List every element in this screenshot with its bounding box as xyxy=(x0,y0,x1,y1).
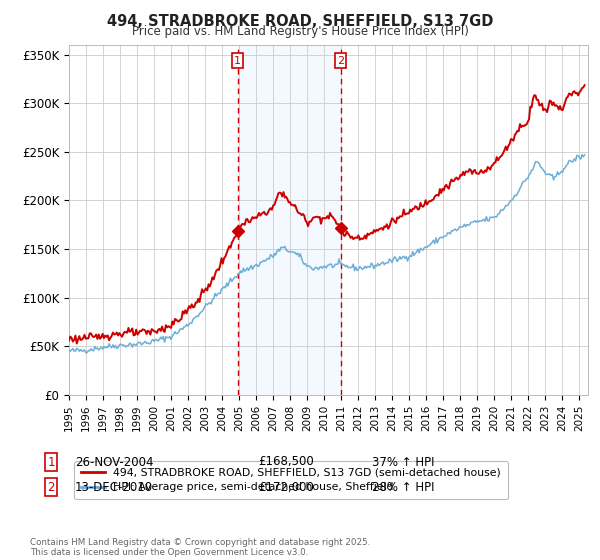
Text: Contains HM Land Registry data © Crown copyright and database right 2025.
This d: Contains HM Land Registry data © Crown c… xyxy=(30,538,370,557)
Bar xyxy=(238,45,341,395)
Text: £168,500: £168,500 xyxy=(258,455,314,469)
Legend: 494, STRADBROKE ROAD, SHEFFIELD, S13 7GD (semi-detached house), HPI: Average pri: 494, STRADBROKE ROAD, SHEFFIELD, S13 7GD… xyxy=(74,461,508,499)
Text: 28% ↑ HPI: 28% ↑ HPI xyxy=(372,480,434,494)
Text: £172,000: £172,000 xyxy=(258,480,314,494)
Text: 1: 1 xyxy=(234,55,241,66)
Text: 26-NOV-2004: 26-NOV-2004 xyxy=(75,455,154,469)
Text: 1: 1 xyxy=(47,455,55,469)
Text: 2: 2 xyxy=(47,480,55,494)
Text: 494, STRADBROKE ROAD, SHEFFIELD, S13 7GD: 494, STRADBROKE ROAD, SHEFFIELD, S13 7GD xyxy=(107,14,493,29)
Text: Price paid vs. HM Land Registry's House Price Index (HPI): Price paid vs. HM Land Registry's House … xyxy=(131,25,469,38)
Text: 37% ↑ HPI: 37% ↑ HPI xyxy=(372,455,434,469)
Text: 13-DEC-2010: 13-DEC-2010 xyxy=(75,480,153,494)
Text: 2: 2 xyxy=(337,55,344,66)
